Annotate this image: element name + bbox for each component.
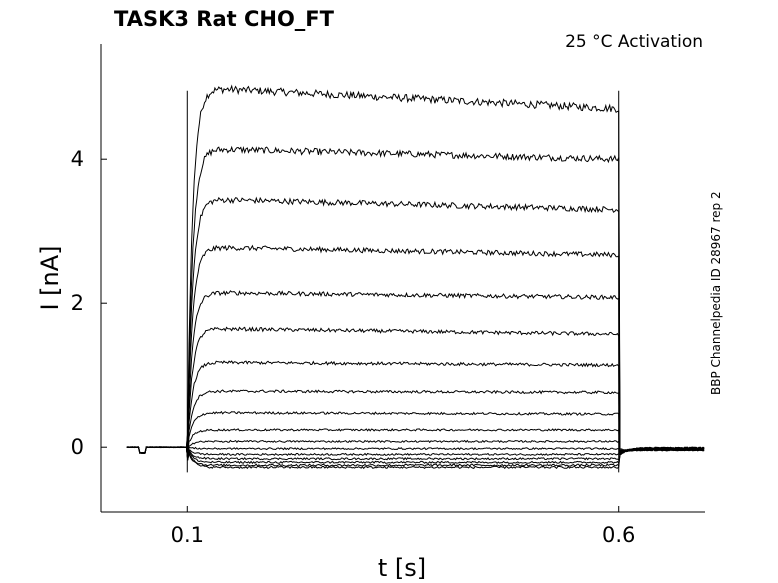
current-trace: [126, 196, 705, 454]
current-trace: [126, 428, 705, 458]
x-axis-ticks: 0.1 0.6: [171, 506, 635, 547]
current-trace: [126, 446, 705, 467]
current-trace: [126, 290, 705, 454]
current-trace: [126, 446, 705, 459]
current-trace: [126, 360, 705, 456]
current-trace: [126, 244, 705, 455]
current-trace: [126, 84, 705, 454]
current-trace: [126, 446, 705, 470]
y-axis-label: I [nA]: [36, 245, 64, 310]
y-tick-label: 4: [71, 147, 84, 171]
y-tick-label: 0: [71, 435, 84, 459]
x-axis-label: t [s]: [378, 554, 426, 582]
channelpedia-id-note: BBP Channelpedia ID 28967 rep 2: [709, 191, 723, 395]
y-tick-label: 2: [71, 291, 84, 315]
y-axis-ticks: 0 2 4: [71, 147, 107, 459]
current-trace: [126, 410, 705, 455]
current-trace: [126, 446, 705, 465]
current-traces: [126, 84, 705, 473]
current-trace: [126, 446, 705, 459]
x-tick-label: 0.1: [171, 523, 204, 547]
current-trace: [126, 389, 705, 454]
chart-subtitle: 25 °C Activation: [565, 32, 703, 52]
current-trace: [126, 326, 705, 454]
current-trace: [126, 446, 705, 461]
current-trace: [126, 439, 705, 458]
current-trace: [126, 145, 705, 454]
x-tick-label: 0.6: [602, 523, 635, 547]
chart-title: TASK3 Rat CHO_FT: [114, 7, 335, 31]
